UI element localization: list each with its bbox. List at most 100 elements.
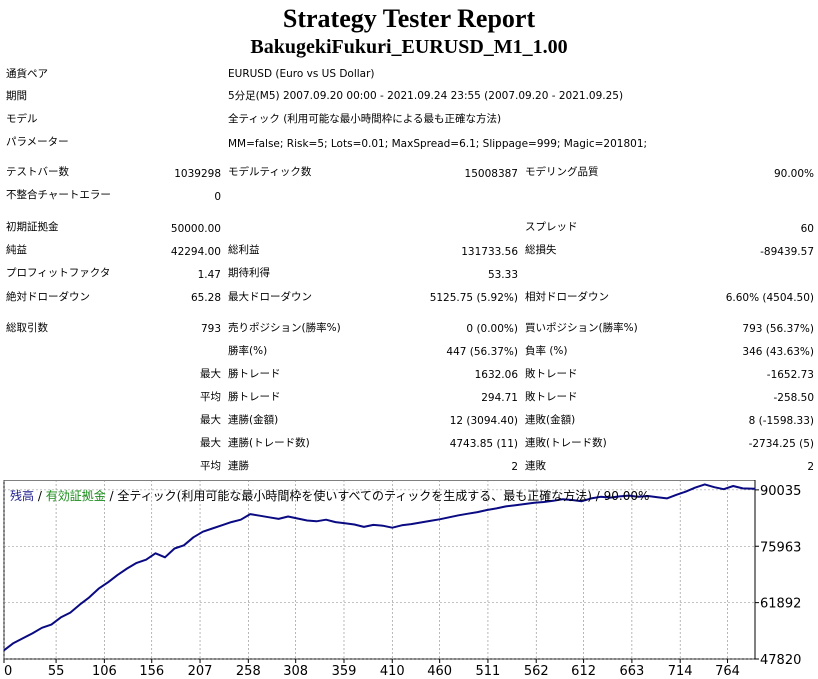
long-positions-value: 793 (56.37%) [742, 323, 814, 335]
max-cons-trades-label: 最大 [200, 437, 221, 449]
cons-amount-win-value: 12 (3094.40) [449, 415, 518, 427]
spread-value: 60 [800, 223, 814, 235]
avg-loss-value: -258.50 [773, 392, 814, 404]
largest-label: 最大 [200, 368, 221, 380]
parameters-label: パラメーター [6, 136, 69, 148]
quality-label: モデリング品質 [525, 166, 599, 178]
cons-trades-loss-value: -2734.25 (5) [748, 438, 814, 450]
rel-drawdown-value: 6.60% (4504.50) [725, 292, 814, 304]
ticks-label: モデルティック数 [228, 166, 312, 178]
short-positions-label: 売りポジション(勝率%) [228, 322, 341, 334]
average-label: 平均 [200, 391, 221, 403]
net-profit-value: 42294.00 [170, 246, 221, 258]
chart-legend: 残高 / 有効証拠金 / 全ティック(利用可能な最小時間枠を使いすべてのティック… [10, 487, 649, 504]
abs-drawdown-label: 絶対ドローダウン [6, 291, 90, 303]
x-tick-label: 714 [668, 664, 693, 679]
cons-trades-win-value: 4743.85 (11) [449, 438, 518, 450]
x-tick-label: 207 [188, 664, 213, 679]
x-tick-label: 612 [571, 664, 596, 679]
cons-loss-label: 連敗 [525, 460, 546, 472]
x-tick-label: 410 [380, 664, 405, 679]
total-trades-value: 793 [200, 323, 221, 335]
x-tick-label: 106 [92, 664, 117, 679]
plot-area [3, 480, 756, 660]
loss-rate-value: 346 (43.63%) [742, 346, 814, 358]
x-tick-label: 308 [283, 664, 308, 679]
cons-amount-win-label: 連勝(金額) [228, 414, 279, 426]
period-value: 5分足(M5) 2007.09.20 00:00 - 2021.09.24 23… [228, 90, 624, 102]
legend-separator: / [34, 489, 46, 503]
rel-drawdown-label: 相対ドローダウン [525, 291, 609, 303]
avg-win-label: 勝トレード [228, 391, 281, 403]
x-tick-label: 562 [524, 664, 549, 679]
deposit-label: 初期証拠金 [6, 221, 59, 233]
ticks-value: 15008387 [464, 168, 518, 180]
largest-win-value: 1632.06 [474, 369, 518, 381]
cons-trades-win-label: 連勝(トレード数) [228, 437, 310, 449]
max-drawdown-value: 5125.75 (5.92%) [429, 292, 518, 304]
y-tick-label: 90035 [760, 484, 801, 499]
max-drawdown-label: 最大ドローダウン [228, 291, 312, 303]
cons-amount-loss-label: 連敗(金額) [525, 414, 576, 426]
cons-loss-value: 2 [807, 461, 814, 473]
x-tick-label: 663 [619, 664, 644, 679]
report-subtitle: BakugekiFukuri_EURUSD_M1_1.00 [250, 36, 568, 58]
balance-line [3, 483, 756, 652]
profit-factor-value: 1.47 [197, 269, 221, 281]
max-cons-amount-label: 最大 [200, 414, 221, 426]
profit-factor-label: プロフィットファクタ [6, 267, 111, 279]
report-title: Strategy Tester Report [282, 4, 536, 33]
win-rate-label: 勝率(%) [228, 345, 268, 357]
win-rate-value: 447 (56.37%) [446, 346, 518, 358]
legend-description: / 全ティック(利用可能な最小時間枠を使いすべてのティックを生成する、最も正確な… [105, 489, 650, 503]
avg-win-value: 294.71 [481, 392, 518, 404]
bars-label: テストバー数 [6, 166, 69, 178]
gross-profit-value: 131733.56 [461, 246, 518, 258]
total-trades-label: 総取引数 [6, 322, 48, 334]
cons-amount-loss-value: 8 (-1598.33) [748, 415, 814, 427]
balance-chart: 90035 75963 61892 47820 0 55 106 156 207 258 308 35… [3, 480, 801, 679]
mismatch-label: 不整合チャートエラー [6, 189, 111, 201]
model-label: モデル [6, 113, 38, 125]
quality-value: 90.00% [773, 168, 814, 180]
avg-loss-label: 敗トレード [525, 391, 578, 403]
deposit-value: 50000.00 [170, 223, 221, 235]
model-value: 全ティック (利用可能な最小時間枠による最も正確な方法) [228, 113, 502, 125]
legend-equity: 有効証拠金 [45, 489, 106, 503]
y-tick-label: 75963 [760, 540, 801, 555]
x-tick-label: 55 [48, 664, 65, 679]
cons-trades-loss-label: 連敗(トレード数) [525, 437, 607, 449]
abs-drawdown-value: 65.28 [190, 292, 221, 304]
x-tick-label: 0 [4, 664, 12, 679]
x-tick-label: 511 [476, 664, 501, 679]
symbol-value: EURUSD (Euro vs US Dollar) [228, 68, 375, 80]
period-label: 期間 [6, 90, 27, 102]
bars-value: 1039298 [174, 168, 221, 180]
short-positions-value: 0 (0.00%) [466, 323, 518, 335]
spread-label: スプレッド [525, 221, 578, 233]
gross-profit-label: 総利益 [228, 244, 260, 256]
largest-loss-value: -1652.73 [766, 369, 814, 381]
mismatch-value: 0 [214, 191, 221, 203]
largest-win-label: 勝トレード [228, 368, 281, 380]
avg-cons-label: 平均 [200, 460, 221, 472]
largest-loss-label: 敗トレード [525, 368, 578, 380]
cons-win-value: 2 [511, 461, 518, 473]
net-profit-label: 純益 [6, 244, 27, 256]
symbol-label: 通貨ペア [6, 68, 48, 80]
cons-win-label: 連勝 [228, 460, 249, 472]
x-tick-label: 156 [139, 664, 164, 679]
x-tick-label: 359 [332, 664, 357, 679]
expected-payoff-value: 53.33 [487, 269, 518, 281]
loss-rate-label: 負率 (%) [525, 345, 568, 357]
gross-loss-label: 総損失 [525, 244, 557, 256]
parameters-value: MM=false; Risk=5; Lots=0.01; MaxSpread=6… [228, 138, 648, 150]
expected-payoff-label: 期待利得 [228, 267, 270, 279]
y-tick-label: 61892 [760, 597, 801, 612]
y-tick-label: 47820 [760, 653, 801, 668]
x-tick-label: 764 [715, 664, 740, 679]
x-tick-label: 258 [236, 664, 261, 679]
x-tick-label: 460 [427, 664, 452, 679]
long-positions-label: 買いポジション(勝率%) [525, 322, 638, 334]
legend-balance: 残高 [10, 489, 35, 503]
